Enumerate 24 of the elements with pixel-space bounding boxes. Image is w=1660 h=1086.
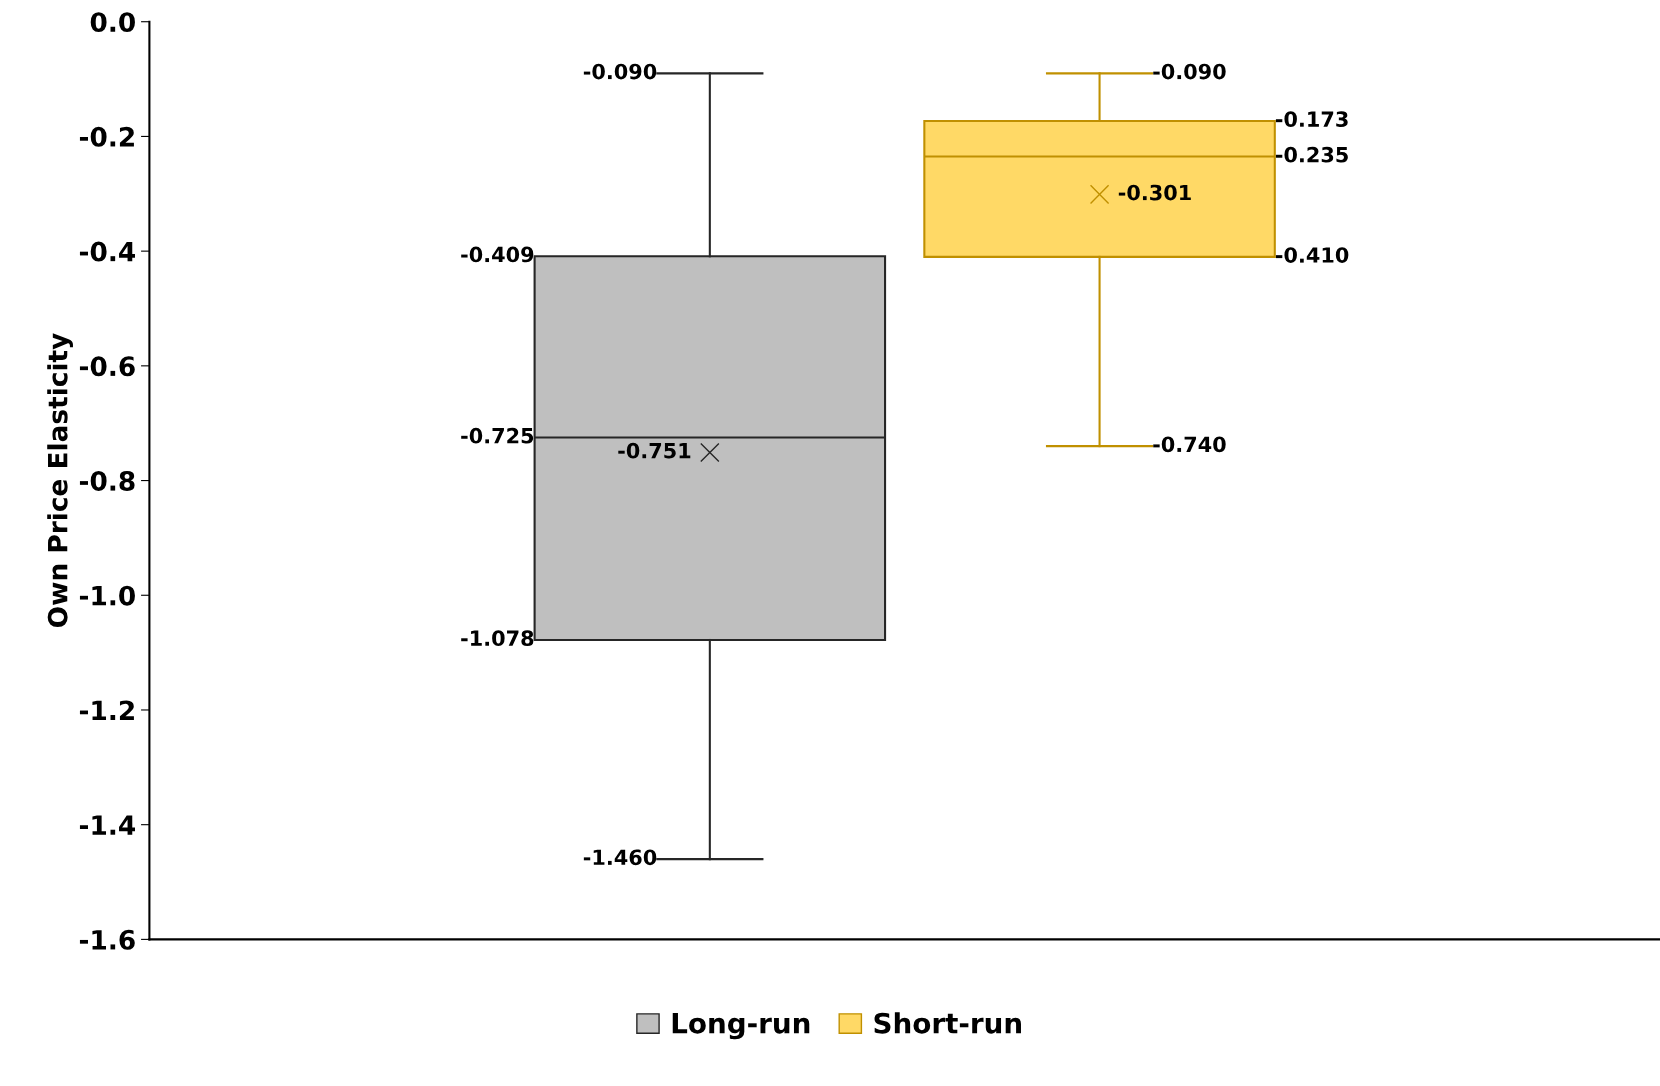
annotation: -0.725 <box>461 427 534 444</box>
y-tick-label: 0.0 <box>90 12 135 33</box>
y-tick-label: -0.8 <box>79 471 135 491</box>
annotation: -0.090 <box>1153 63 1226 80</box>
y-axis-title: Own Price Elasticity <box>47 333 73 628</box>
y-tick-label: -0.6 <box>79 356 135 377</box>
annotation: -0.751 <box>618 442 691 459</box>
y-tick-label: -1.0 <box>79 585 135 606</box>
y-tick-label: -1.2 <box>79 700 134 720</box>
y-tick-label: -1.6 <box>79 929 135 950</box>
annotation: -1.078 <box>461 630 534 647</box>
annotation: -0.235 <box>1275 146 1348 163</box>
y-tick-label: -0.4 <box>79 241 135 262</box>
annotation: -0.410 <box>1275 247 1349 263</box>
annotation: -0.090 <box>583 63 657 80</box>
legend-label: Short-run <box>874 1012 1021 1034</box>
y-tick-label: -1.4 <box>79 815 135 835</box>
annotation: -0.409 <box>461 246 534 263</box>
annotation: -0.740 <box>1153 436 1226 453</box>
annotation: -0.173 <box>1275 111 1348 127</box>
legend-label: Long-run <box>672 1013 810 1040</box>
annotation: -0.301 <box>1118 184 1191 201</box>
annotation: -1.460 <box>583 849 657 866</box>
y-tick-label: -0.2 <box>79 126 134 147</box>
